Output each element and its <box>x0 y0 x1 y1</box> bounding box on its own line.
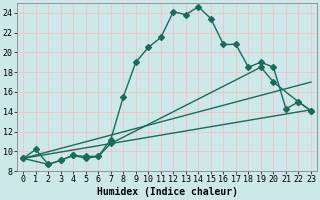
X-axis label: Humidex (Indice chaleur): Humidex (Indice chaleur) <box>97 187 237 197</box>
